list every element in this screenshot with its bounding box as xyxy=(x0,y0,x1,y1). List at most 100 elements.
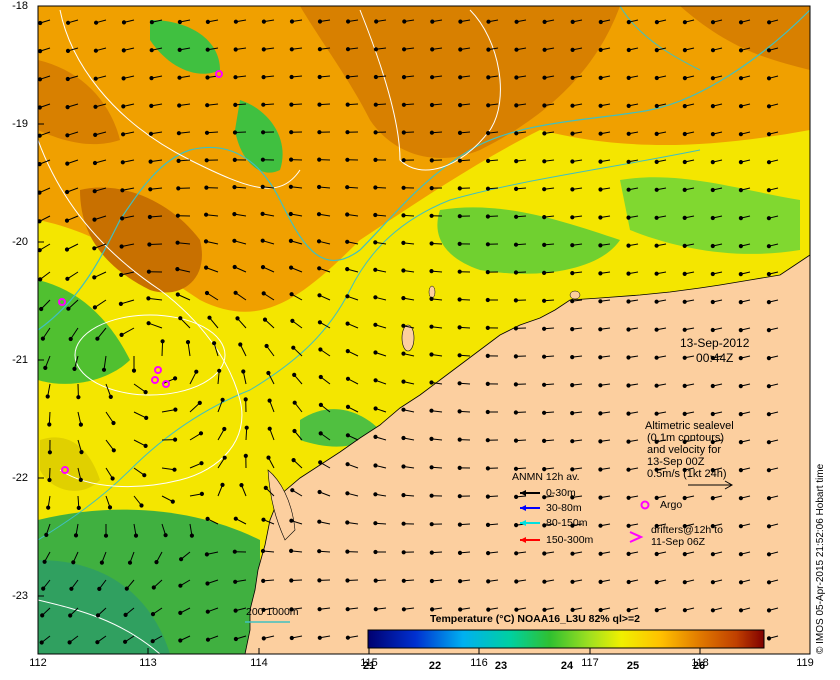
velocity-arrow xyxy=(121,327,135,336)
velocity-arrow-head xyxy=(233,75,238,80)
velocity-arrow-head xyxy=(598,299,603,304)
velocity-arrow-head xyxy=(429,269,434,274)
velocity-arrow xyxy=(217,370,220,385)
velocity-arrow-head xyxy=(261,291,266,296)
velocity-arrow-head xyxy=(401,493,406,498)
velocity-arrow-head xyxy=(318,431,323,436)
velocity-arrow-head xyxy=(598,467,603,472)
velocity-arrow-head xyxy=(738,328,743,333)
velocity-arrow-head xyxy=(205,47,210,52)
velocity-arrow-head xyxy=(513,242,519,247)
lon-tick: 118 xyxy=(691,657,709,669)
velocity-arrow-head xyxy=(767,20,772,25)
velocity-arrow-head xyxy=(94,20,99,25)
velocity-arrow-head xyxy=(345,102,350,107)
velocity-arrow-head xyxy=(570,327,575,332)
lon-tick: 116 xyxy=(470,657,488,669)
velocity-arrow-head xyxy=(160,339,165,344)
velocity-arrow-head xyxy=(175,240,180,245)
velocity-arrow-head xyxy=(92,160,98,166)
colorbar-tick: 21 xyxy=(362,660,376,672)
velocity-arrow-head xyxy=(42,559,47,564)
velocity-arrow-head xyxy=(542,131,547,136)
velocity-arrow-head xyxy=(261,636,266,641)
drifters-line: 11-Sep 06Z xyxy=(651,536,706,548)
velocity-arrow-head xyxy=(738,440,744,445)
velocity-arrow-head xyxy=(682,159,687,165)
velocity-arrow-head xyxy=(103,533,109,538)
velocity-arrow-head xyxy=(485,242,490,247)
velocity-arrow-head xyxy=(204,265,209,270)
velocity-arrow-head xyxy=(542,410,547,415)
velocity-arrow-head xyxy=(457,550,463,556)
velocity-arrow-head xyxy=(175,213,180,218)
velocity-arrow-head xyxy=(146,321,151,326)
copyright-stamp: © IMOS 05-Apr-2015 21:52:06 Hobart time xyxy=(815,463,826,654)
velocity-arrow-head xyxy=(626,608,631,613)
velocity-arrow-head xyxy=(542,579,547,584)
velocity-arrow-head xyxy=(654,355,659,360)
velocity-arrow-head xyxy=(292,400,297,405)
velocity-arrow-head xyxy=(317,102,322,107)
velocity-arrow xyxy=(105,411,114,424)
velocity-arrow-head xyxy=(65,48,71,54)
velocity-arrow-head xyxy=(514,47,519,52)
velocity-arrow-head xyxy=(345,520,350,525)
velocity-arrow-head xyxy=(542,467,547,472)
velocity-arrow-head xyxy=(205,637,211,642)
velocity-arrow-head xyxy=(373,295,378,300)
velocity-arrow-head xyxy=(121,20,127,25)
velocity-arrow-head xyxy=(485,494,490,499)
lon-tick: 119 xyxy=(796,657,814,669)
velocity-arrow-head xyxy=(654,103,659,109)
velocity-arrow-head xyxy=(267,426,272,431)
drifters-label: drifters@12h to 11-Sep 06Z xyxy=(651,524,723,548)
velocity-arrow-head xyxy=(68,336,73,342)
velocity-arrow-head xyxy=(682,524,687,529)
velocity-arrow-head xyxy=(47,450,53,455)
velocity-arrow-head xyxy=(317,578,322,583)
velocity-arrow-head xyxy=(261,517,266,522)
legend-arrows xyxy=(520,490,540,543)
velocity-arrow-head xyxy=(232,157,237,162)
velocity-arrow-head xyxy=(654,580,659,585)
lat-tick: -21 xyxy=(12,354,28,366)
velocity-arrow-head xyxy=(45,394,50,399)
velocity-arrow-head xyxy=(123,639,128,644)
velocity-arrow-head xyxy=(260,548,266,554)
velocity-arrow-head xyxy=(318,460,323,465)
velocity-arrow-head xyxy=(204,185,209,190)
velocity-arrow-head xyxy=(570,271,575,276)
velocity-arrow-head xyxy=(147,242,152,247)
drifters-line: drifters@12h to xyxy=(651,524,723,536)
velocity-arrow-head xyxy=(654,495,659,500)
argo-floats xyxy=(58,70,223,474)
velocity-arrow-head xyxy=(514,494,519,499)
velocity-arrow-head xyxy=(710,160,715,165)
velocity-arrow-head xyxy=(429,578,434,584)
velocity-arrow xyxy=(94,299,107,308)
velocity-arrows xyxy=(38,19,779,645)
timestamp-time: 00:44Z xyxy=(696,351,734,365)
velocity-arrow-head xyxy=(570,467,575,472)
velocity-arrow-head xyxy=(401,578,406,583)
velocity-arrow-head xyxy=(710,20,716,25)
velocity-arrow-head xyxy=(150,612,156,617)
velocity-arrow-head xyxy=(205,103,210,108)
velocity-arrow-head xyxy=(457,522,462,527)
velocity-arrow-head xyxy=(121,104,126,109)
current-legend-item: 30-80m xyxy=(546,502,582,514)
velocity-arrow-head xyxy=(542,382,547,387)
velocity-arrow-head xyxy=(65,105,70,110)
velocity-arrow-head xyxy=(373,130,378,135)
velocity-arrow-head xyxy=(233,19,238,24)
velocity-arrow-head xyxy=(429,550,434,555)
velocity-arrow-head xyxy=(766,552,772,557)
velocity-arrow-head xyxy=(204,158,209,163)
velocity-arrow-head xyxy=(239,483,244,488)
velocity-arrow-head xyxy=(766,244,772,249)
velocity-arrow xyxy=(189,402,201,413)
velocity-arrow-head xyxy=(486,75,491,80)
velocity-arrow-head xyxy=(542,242,547,247)
velocity-arrow-head xyxy=(682,243,687,248)
